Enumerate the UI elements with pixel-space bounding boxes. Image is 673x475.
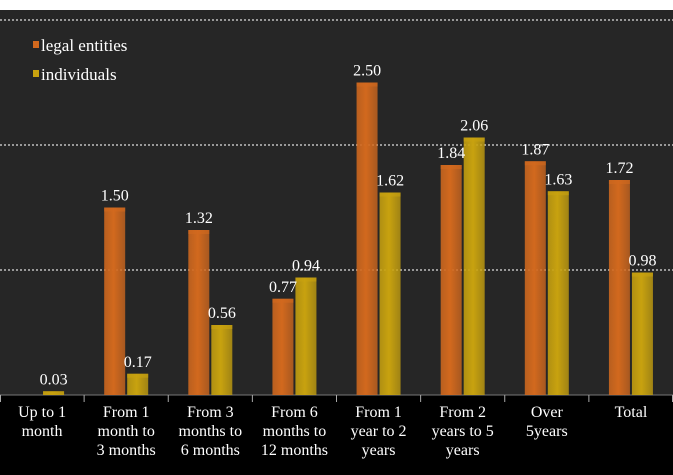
bar-cap-legal-entities-4 [356, 82, 378, 87]
bar-legal-entities-7 [608, 180, 630, 395]
legend-label-legal-entities: legal entities [41, 36, 127, 55]
bar-cap-individuals-5 [463, 137, 485, 142]
x-tick-label: years [446, 442, 480, 459]
x-tick-label: 12 months [261, 442, 328, 459]
legend: legal entities individuals [33, 36, 127, 84]
legend-swatch-individuals [33, 70, 39, 77]
x-tick-label: From 6 [271, 404, 318, 421]
bar-cap-individuals-3 [295, 277, 317, 282]
data-label-individuals-2: 0.56 [208, 305, 236, 322]
data-label-individuals-6: 1.63 [544, 171, 572, 188]
bar-cap-individuals-2 [211, 325, 233, 329]
x-tick-label: month [22, 423, 63, 440]
bar-cap-legal-entities-5 [440, 165, 462, 169]
bar-cap-individuals-1 [127, 373, 149, 378]
bar-cap-individuals-0 [43, 391, 65, 395]
x-tick-label: From 1 [355, 404, 402, 421]
data-label-legal-entities-3: 0.77 [269, 279, 297, 296]
data-label-legal-entities-7: 1.72 [605, 160, 633, 177]
x-tick-label: year to 2 [351, 423, 407, 440]
data-label-legal-entities-5: 1.84 [437, 145, 465, 162]
bar-legal-entities-6 [524, 161, 546, 395]
x-tick-label: 3 months [97, 442, 156, 459]
bar-legal-entities-4 [356, 82, 378, 395]
bar-cap-individuals-4 [379, 192, 401, 197]
bar-cap-legal-entities-7 [608, 180, 630, 184]
data-label-individuals-5: 2.06 [460, 118, 488, 135]
x-tick-label: Over [531, 404, 564, 421]
x-tick-label: Up to 1 [18, 404, 66, 421]
bar-legal-entities-5 [440, 165, 462, 395]
bar-individuals-2 [211, 325, 233, 395]
legend-label-individuals: individuals [41, 65, 117, 84]
x-tick-label: month to [98, 423, 155, 440]
x-tick-label: From 2 [439, 404, 486, 421]
bar-individuals-4 [379, 192, 401, 395]
bar-cap-individuals-6 [547, 191, 569, 196]
data-label-legal-entities-2: 1.32 [185, 210, 213, 227]
data-label-legal-entities-6: 1.87 [521, 141, 549, 158]
data-label-individuals-0: 0.03 [40, 371, 68, 388]
data-label-individuals-3: 0.94 [292, 258, 320, 275]
x-tick-label: From 3 [187, 404, 234, 421]
bar-individuals-7 [631, 272, 653, 395]
data-labels: 0.03 1.50 0.17 1.32 0.56 0.77 0.94 2.50 1.62 1.84… [40, 63, 657, 389]
data-label-individuals-7: 0.98 [628, 253, 656, 270]
bar-legal-entities-1 [104, 207, 126, 395]
bar-cap-legal-entities-3 [272, 298, 294, 303]
data-label-legal-entities-4: 2.50 [353, 63, 381, 80]
x-tick-label: months to [263, 423, 327, 440]
x-tick-label: 5years [526, 423, 568, 440]
x-tick-label: years to 5 [432, 423, 494, 440]
x-axis-tick-labels: Up to 1 month From 1 month to 3 months From 3… [18, 404, 648, 459]
x-tick-label: years [362, 442, 396, 459]
bar-cap-legal-entities-2 [188, 230, 210, 234]
data-label-individuals-1: 0.17 [124, 354, 152, 371]
bar-individuals-1 [127, 373, 149, 395]
bar-cap-legal-entities-1 [104, 207, 126, 212]
bar-individuals-3 [295, 277, 317, 395]
bar-cap-legal-entities-6 [524, 161, 546, 166]
x-tick-label: months to [179, 423, 243, 440]
bar-individuals-5 [463, 137, 485, 395]
legend-swatch-legal-entities [33, 41, 39, 48]
x-tick-label: From 1 [103, 404, 150, 421]
axis-label-band [0, 395, 673, 475]
data-label-legal-entities-1: 1.50 [101, 188, 129, 205]
data-label-individuals-4: 1.62 [376, 173, 404, 190]
x-tick-label: 6 months [181, 442, 240, 459]
x-tick-label: Total [615, 404, 648, 421]
bar-legal-entities-3 [272, 298, 294, 395]
bars [43, 82, 653, 395]
bar-cap-individuals-7 [631, 272, 653, 277]
bar-individuals-6 [547, 191, 569, 395]
bar-legal-entities-2 [188, 230, 210, 395]
